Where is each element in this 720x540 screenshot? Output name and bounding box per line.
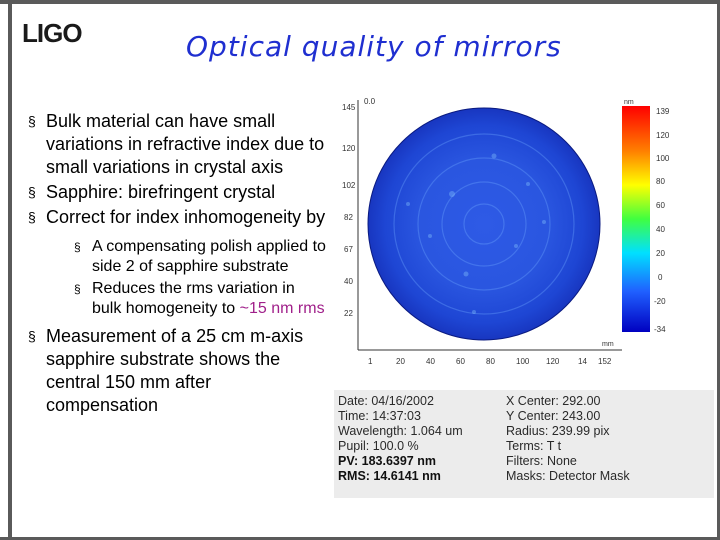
info-time: Time: 14:37:03 (338, 409, 421, 423)
x-tick-label: 1 (368, 357, 373, 366)
x-tick-label: 20 (396, 357, 405, 366)
info-y-center: Y Center: 243.00 (506, 409, 601, 423)
bullet-measurement: Measurement of a 25 cm m-axis sapphire s… (28, 325, 328, 417)
colorbar-label: 100 (656, 154, 670, 163)
surface-texture-rings (393, 133, 575, 315)
colorbar-label: 20 (656, 249, 665, 258)
colorbar-label: 0 (658, 273, 663, 282)
colorbar-label: -20 (654, 297, 666, 306)
info-x-center: X Center: 292.00 (506, 394, 601, 408)
slide-frame-right (717, 0, 720, 540)
bullet-list: Bulk material can have small variations … (28, 110, 328, 419)
x-tick-label: 120 (546, 357, 560, 366)
ligo-logo: LIGO (22, 18, 83, 48)
mirror-surface-disk (368, 108, 600, 340)
bullet-sapphire: Sapphire: birefringent crystal (28, 181, 328, 204)
info-filters: Filters: None (506, 454, 577, 468)
colorbar-label: 40 (656, 225, 665, 234)
corner-label: 0.0 (364, 97, 376, 106)
info-right-column: X Center: 292.00 Y Center: 243.00 Radius… (506, 394, 630, 484)
colorbar-label: 139 (656, 107, 670, 116)
x-tick-labels: 1 20 40 60 80 100 120 14 152 (368, 357, 612, 366)
colorbar-labels: 139 120 100 80 60 40 20 0 -20 -34 (654, 107, 670, 334)
y-tick-label: 82 (344, 213, 353, 222)
x-tick-label: 40 (426, 357, 435, 366)
surface-map-figure: 145 120 102 82 67 40 22 0.0 1 20 40 60 8… (334, 96, 716, 498)
y-tick-labels: 145 120 102 82 67 40 22 (342, 103, 356, 318)
slide-frame-left (8, 0, 12, 540)
colorbar (622, 106, 650, 332)
y-tick-label: 145 (342, 103, 356, 112)
y-tick-label: 67 (344, 245, 353, 254)
surface-texture-speckle (406, 153, 546, 314)
x-tick-label: 60 (456, 357, 465, 366)
bullet-correct-index-text: Correct for index inhomogeneity by (46, 207, 326, 227)
info-wavelength: Wavelength: 1.064 um (338, 424, 463, 438)
info-left-column: Date: 04/16/2002 Time: 14:37:03 Waveleng… (338, 394, 463, 484)
y-tick-label: 22 (344, 309, 353, 318)
info-pupil: Pupil: 100.0 % (338, 439, 419, 453)
sub-bullet-rms: Reduces the rms variation in bulk homoge… (46, 279, 328, 319)
y-tick-label: 102 (342, 181, 356, 190)
y-tick-label: 120 (342, 144, 356, 153)
mm-unit-label: mm (602, 341, 614, 348)
info-pv: PV: 183.6397 nm (338, 454, 436, 468)
surface-map-plot: 145 120 102 82 67 40 22 0.0 1 20 40 60 8… (342, 97, 670, 366)
x-tick-label: 80 (486, 357, 495, 366)
measurement-info-panel: Date: 04/16/2002 Time: 14:37:03 Waveleng… (334, 390, 714, 498)
sub-bullet-polish: A compensating polish applied to side 2 … (46, 237, 328, 277)
x-tick-label: 152 (598, 357, 612, 366)
colorbar-label: 80 (656, 177, 665, 186)
info-terms: Terms: T t (506, 439, 562, 453)
info-masks: Masks: Detector Mask (506, 469, 630, 483)
x-tick-label: 100 (516, 357, 530, 366)
info-rms: RMS: 14.6141 nm (338, 469, 441, 483)
mirror-disk-edge (367, 107, 601, 341)
colorbar-label: -34 (654, 325, 666, 334)
rms-highlight: ~15 nm rms (239, 300, 325, 317)
slide-frame-top (0, 0, 720, 4)
slide-frame-bottom (0, 537, 720, 540)
colorbar-label: 120 (656, 131, 670, 140)
info-radius: Radius: 239.99 pix (506, 424, 610, 438)
bullet-correct-index: Correct for index inhomogeneity by A com… (28, 206, 328, 319)
x-tick-label: 14 (578, 357, 587, 366)
sub-bullet-list: A compensating polish applied to side 2 … (46, 237, 328, 319)
bullet-bulk-material: Bulk material can have small variations … (28, 110, 328, 179)
nm-unit-label: nm (624, 99, 634, 106)
y-tick-label: 40 (344, 277, 353, 286)
sub-bullet-rms-text: Reduces the rms variation in bulk homoge… (92, 280, 295, 317)
info-date: Date: 04/16/2002 (338, 394, 434, 408)
colorbar-label: 60 (656, 201, 665, 210)
slide-title: Optical quality of mirrors (186, 30, 562, 63)
